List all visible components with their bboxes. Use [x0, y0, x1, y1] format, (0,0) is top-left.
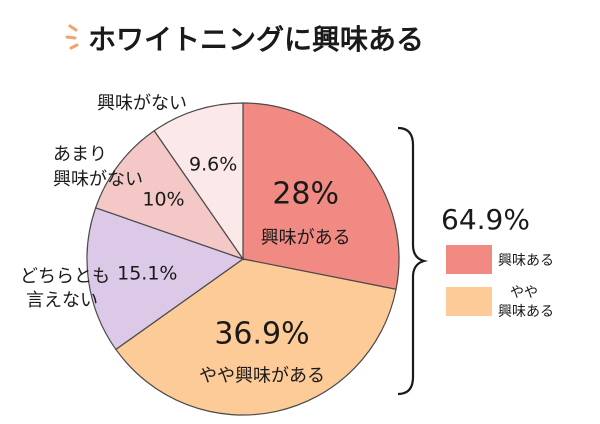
slice-label-somewhat-interested: やや興味がある [199, 366, 325, 387]
legend-label-somewhat-line1: やや [510, 285, 538, 301]
pie-slice-somewhat-interested [115, 258, 397, 416]
legend-swatch-somewhat [446, 287, 492, 316]
pie-slice-neutral [86, 207, 245, 351]
value-label-not-very-interested: 10% [142, 189, 184, 211]
value-label-neutral: 15.1% [117, 263, 177, 285]
slice-label-not-interested: 興味がない [97, 93, 187, 114]
pie-slice-not-interested [153, 102, 244, 261]
legend-label-somewhat-line2: 興味ある [498, 304, 554, 320]
slice-label-not-very-interested-line1: あまり [53, 144, 107, 165]
legend-label-interested: 興味ある [498, 253, 554, 269]
value-label-somewhat-interested: 36.9% [214, 317, 309, 352]
pie-slice-not-very-interested [94, 129, 245, 261]
slice-label-neutral-line1: どちらとも [20, 266, 110, 287]
legend-swatch-interested [446, 245, 492, 274]
slice-label-interested: 興味がある [261, 228, 351, 249]
slice-label-neutral-line2: 言えない [26, 290, 98, 311]
summary-percent: 64.9% [441, 203, 530, 236]
pie-slice-interested [242, 102, 400, 291]
brace-icon [397, 126, 429, 396]
pie-slices [86, 102, 400, 416]
value-label-interested: 28% [272, 177, 339, 212]
value-label-not-interested: 9.6% [189, 154, 237, 176]
slice-label-not-very-interested-line2: 興味がない [53, 169, 143, 190]
title-spark-icon [65, 24, 79, 50]
legend: 興味ある やや 興味ある [446, 245, 554, 320]
chart-title: ホワイトニングに興味ある [88, 23, 424, 56]
